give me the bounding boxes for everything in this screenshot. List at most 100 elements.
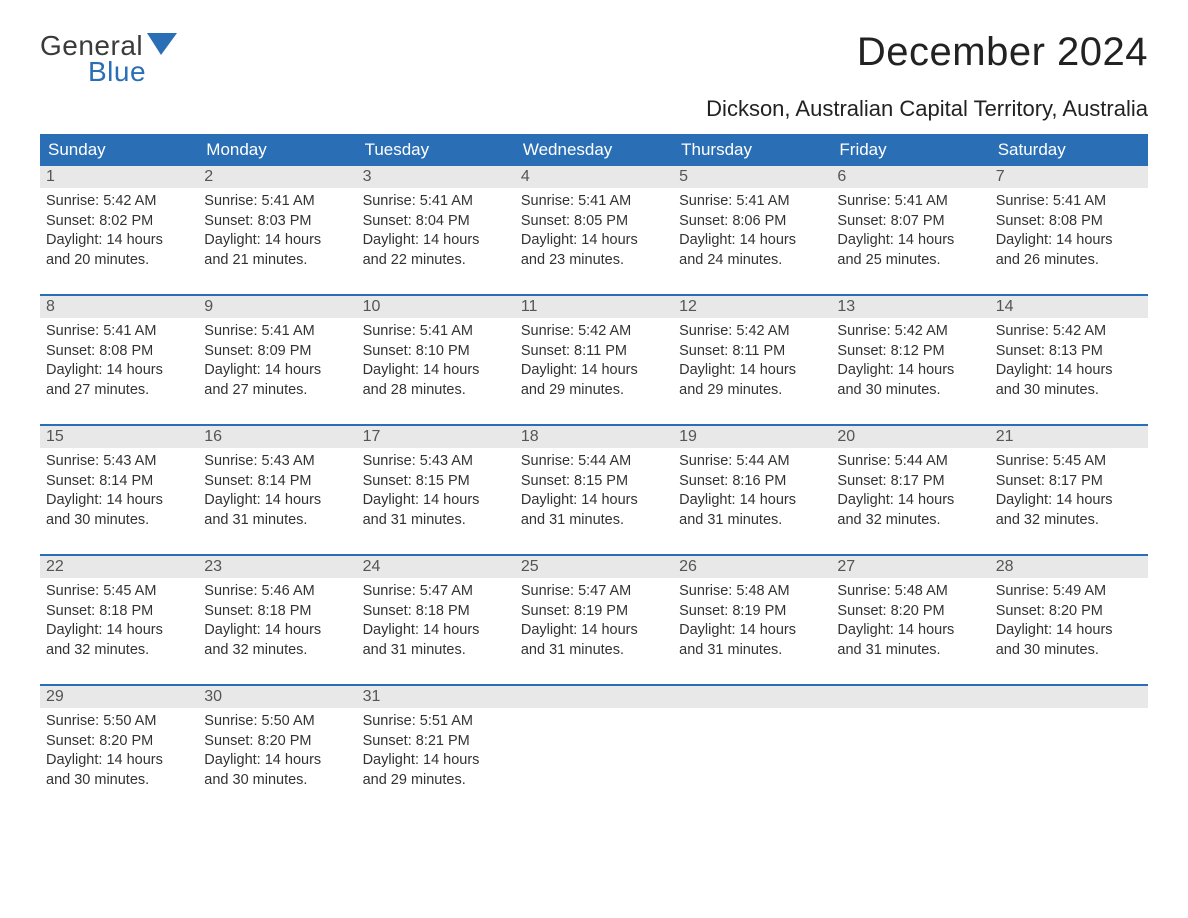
sunset-line: Sunset: 8:19 PM	[679, 602, 825, 622]
sunrise-line: Sunrise: 5:41 AM	[521, 192, 667, 212]
daylight-line-2: and 30 minutes.	[46, 771, 192, 791]
weekday-header: Thursday	[673, 134, 831, 166]
sunrise-line: Sunrise: 5:48 AM	[679, 582, 825, 602]
sunrise-line: Sunrise: 5:47 AM	[363, 582, 509, 602]
daylight-line-2: and 32 minutes.	[837, 511, 983, 531]
sunrise-line: Sunrise: 5:51 AM	[363, 712, 509, 732]
day-body: Sunrise: 5:44 AMSunset: 8:15 PMDaylight:…	[515, 448, 673, 536]
sunrise-line: Sunrise: 5:41 AM	[996, 192, 1142, 212]
day-number: 17	[357, 426, 515, 448]
sunrise-line: Sunrise: 5:44 AM	[837, 452, 983, 472]
day-number: 4	[515, 166, 673, 188]
sunrise-line: Sunrise: 5:49 AM	[996, 582, 1142, 602]
day-body: Sunrise: 5:42 AMSunset: 8:02 PMDaylight:…	[40, 188, 198, 276]
day-number: 2	[198, 166, 356, 188]
calendar-cell: 22Sunrise: 5:45 AMSunset: 8:18 PMDayligh…	[40, 556, 198, 684]
calendar-cell: 23Sunrise: 5:46 AMSunset: 8:18 PMDayligh…	[198, 556, 356, 684]
day-body: Sunrise: 5:47 AMSunset: 8:19 PMDaylight:…	[515, 578, 673, 666]
daylight-line-2: and 28 minutes.	[363, 381, 509, 401]
sunset-line: Sunset: 8:04 PM	[363, 212, 509, 232]
day-number: 19	[673, 426, 831, 448]
daylight-line-1: Daylight: 14 hours	[996, 621, 1142, 641]
daylight-line-1: Daylight: 14 hours	[204, 361, 350, 381]
sunset-line: Sunset: 8:18 PM	[204, 602, 350, 622]
sunrise-line: Sunrise: 5:42 AM	[837, 322, 983, 342]
empty-day	[831, 686, 989, 708]
day-number: 15	[40, 426, 198, 448]
daylight-line-1: Daylight: 14 hours	[363, 751, 509, 771]
calendar-cell: 6Sunrise: 5:41 AMSunset: 8:07 PMDaylight…	[831, 166, 989, 294]
daylight-line-2: and 29 minutes.	[521, 381, 667, 401]
day-body: Sunrise: 5:45 AMSunset: 8:17 PMDaylight:…	[990, 448, 1148, 536]
day-body: Sunrise: 5:46 AMSunset: 8:18 PMDaylight:…	[198, 578, 356, 666]
brand-part2: Blue	[88, 56, 177, 88]
calendar-table: Sunday Monday Tuesday Wednesday Thursday…	[40, 134, 1148, 814]
sunrise-line: Sunrise: 5:44 AM	[521, 452, 667, 472]
daylight-line-1: Daylight: 14 hours	[837, 491, 983, 511]
daylight-line-2: and 30 minutes.	[204, 771, 350, 791]
sunset-line: Sunset: 8:21 PM	[363, 732, 509, 752]
sunset-line: Sunset: 8:20 PM	[996, 602, 1142, 622]
sunrise-line: Sunrise: 5:43 AM	[46, 452, 192, 472]
sunrise-line: Sunrise: 5:42 AM	[521, 322, 667, 342]
location: Dickson, Australian Capital Territory, A…	[40, 96, 1148, 122]
sunset-line: Sunset: 8:11 PM	[679, 342, 825, 362]
daylight-line-2: and 30 minutes.	[46, 511, 192, 531]
calendar-cell	[831, 686, 989, 814]
day-number: 10	[357, 296, 515, 318]
sunset-line: Sunset: 8:08 PM	[46, 342, 192, 362]
month-title: December 2024	[857, 30, 1148, 75]
day-number: 27	[831, 556, 989, 578]
daylight-line-1: Daylight: 14 hours	[363, 621, 509, 641]
sunset-line: Sunset: 8:05 PM	[521, 212, 667, 232]
daylight-line-1: Daylight: 14 hours	[363, 231, 509, 251]
calendar-cell: 25Sunrise: 5:47 AMSunset: 8:19 PMDayligh…	[515, 556, 673, 684]
daylight-line-2: and 29 minutes.	[679, 381, 825, 401]
sunset-line: Sunset: 8:15 PM	[363, 472, 509, 492]
day-body: Sunrise: 5:44 AMSunset: 8:16 PMDaylight:…	[673, 448, 831, 536]
day-body: Sunrise: 5:47 AMSunset: 8:18 PMDaylight:…	[357, 578, 515, 666]
daylight-line-2: and 31 minutes.	[837, 641, 983, 661]
daylight-line-1: Daylight: 14 hours	[679, 621, 825, 641]
calendar-cell: 13Sunrise: 5:42 AMSunset: 8:12 PMDayligh…	[831, 296, 989, 424]
weekday-header: Tuesday	[357, 134, 515, 166]
daylight-line-1: Daylight: 14 hours	[46, 231, 192, 251]
sunrise-line: Sunrise: 5:42 AM	[679, 322, 825, 342]
day-body: Sunrise: 5:41 AMSunset: 8:06 PMDaylight:…	[673, 188, 831, 276]
calendar-cell: 11Sunrise: 5:42 AMSunset: 8:11 PMDayligh…	[515, 296, 673, 424]
day-body: Sunrise: 5:41 AMSunset: 8:05 PMDaylight:…	[515, 188, 673, 276]
daylight-line-2: and 20 minutes.	[46, 251, 192, 271]
day-number: 3	[357, 166, 515, 188]
daylight-line-1: Daylight: 14 hours	[679, 491, 825, 511]
calendar-cell: 3Sunrise: 5:41 AMSunset: 8:04 PMDaylight…	[357, 166, 515, 294]
day-body: Sunrise: 5:48 AMSunset: 8:19 PMDaylight:…	[673, 578, 831, 666]
calendar-cell: 4Sunrise: 5:41 AMSunset: 8:05 PMDaylight…	[515, 166, 673, 294]
calendar-cell	[515, 686, 673, 814]
sunrise-line: Sunrise: 5:41 AM	[363, 322, 509, 342]
calendar-cell	[990, 686, 1148, 814]
sunrise-line: Sunrise: 5:46 AM	[204, 582, 350, 602]
calendar-cell: 24Sunrise: 5:47 AMSunset: 8:18 PMDayligh…	[357, 556, 515, 684]
day-number: 23	[198, 556, 356, 578]
daylight-line-1: Daylight: 14 hours	[46, 621, 192, 641]
daylight-line-1: Daylight: 14 hours	[996, 491, 1142, 511]
weekday-header: Monday	[198, 134, 356, 166]
sunrise-line: Sunrise: 5:43 AM	[363, 452, 509, 472]
daylight-line-2: and 21 minutes.	[204, 251, 350, 271]
daylight-line-2: and 30 minutes.	[996, 381, 1142, 401]
daylight-line-2: and 31 minutes.	[363, 641, 509, 661]
sunset-line: Sunset: 8:14 PM	[204, 472, 350, 492]
calendar-cell: 18Sunrise: 5:44 AMSunset: 8:15 PMDayligh…	[515, 426, 673, 554]
day-number: 30	[198, 686, 356, 708]
day-body: Sunrise: 5:44 AMSunset: 8:17 PMDaylight:…	[831, 448, 989, 536]
day-body: Sunrise: 5:50 AMSunset: 8:20 PMDaylight:…	[198, 708, 356, 796]
daylight-line-1: Daylight: 14 hours	[837, 361, 983, 381]
calendar-cell: 31Sunrise: 5:51 AMSunset: 8:21 PMDayligh…	[357, 686, 515, 814]
sunrise-line: Sunrise: 5:41 AM	[46, 322, 192, 342]
calendar-cell: 10Sunrise: 5:41 AMSunset: 8:10 PMDayligh…	[357, 296, 515, 424]
daylight-line-2: and 24 minutes.	[679, 251, 825, 271]
calendar-week: 1Sunrise: 5:42 AMSunset: 8:02 PMDaylight…	[40, 166, 1148, 294]
sunset-line: Sunset: 8:12 PM	[837, 342, 983, 362]
daylight-line-2: and 26 minutes.	[996, 251, 1142, 271]
daylight-line-1: Daylight: 14 hours	[521, 491, 667, 511]
